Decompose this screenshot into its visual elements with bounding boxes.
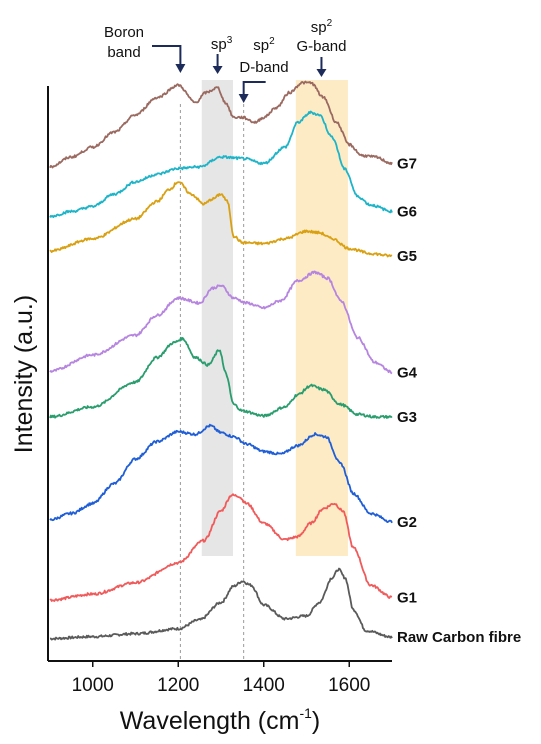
x-axis-title: Wavelength (cm-1) <box>120 705 320 735</box>
annotation-sp2-d-label: D-band <box>239 59 288 76</box>
x-ticks: 1000 1200 1400 1600 <box>72 661 370 696</box>
annotation-sp2-g-sp: sp2 <box>311 18 333 36</box>
series-labels: Raw Carbon fibre G1 G2 G3 G4 G5 G6 G7 <box>397 155 521 646</box>
series-line-raw <box>49 567 393 641</box>
x-tick-label-1200: 1200 <box>157 675 199 696</box>
shaded-region-1 <box>201 80 233 556</box>
series-label-g6: G6 <box>397 203 417 220</box>
series-label-g2: G2 <box>397 514 417 531</box>
series-label-g3: G3 <box>397 409 417 426</box>
series-label-g7: G7 <box>397 155 417 172</box>
series-line-g2 <box>49 423 393 524</box>
annotation-boron-line1: Boron <box>104 24 144 41</box>
series-lines <box>49 80 393 641</box>
x-axis-title-end: ) <box>312 707 320 735</box>
annotation-sp3-arrow-head <box>212 66 223 74</box>
annotation-sp3: sp3 <box>211 35 233 53</box>
x-axis-title-main: Wavelength (cm <box>120 707 300 735</box>
shaded-regions <box>201 80 348 556</box>
annotation-boron-line2: band <box>107 44 140 61</box>
reference-lines <box>179 104 245 661</box>
series-label-g1: G1 <box>397 590 417 607</box>
series-line-g7 <box>49 80 393 169</box>
annotation-sp2-d-sp: sp2 <box>253 36 275 54</box>
series-line-g6 <box>49 110 393 218</box>
annotation-d-band-arrow-shaft <box>242 81 266 96</box>
series-label-raw: Raw Carbon fibre <box>397 629 521 646</box>
y-axis-title: Intensity (a.u.) <box>10 295 38 453</box>
annotation-boron-arrow-shaft <box>152 45 182 66</box>
series-label-g5: G5 <box>397 248 417 265</box>
series-line-g4 <box>49 270 393 375</box>
series-line-g3 <box>49 336 393 419</box>
annotation-sp2-g-label: G-band <box>296 38 346 55</box>
x-axis-title-sup: -1 <box>299 705 312 721</box>
series-line-g1 <box>49 493 393 602</box>
axes <box>47 86 392 662</box>
x-tick-label-1400: 1400 <box>243 675 285 696</box>
x-tick-label-1000: 1000 <box>72 675 114 696</box>
annotation-boron-arrow-head <box>175 64 186 73</box>
shaded-region-2 <box>295 80 348 556</box>
series-line-g5 <box>49 181 393 258</box>
annotation-d-band-arrow-head <box>238 94 249 103</box>
annotation-g-band-arrow-head <box>316 69 327 77</box>
series-label-g4: G4 <box>397 364 418 381</box>
annotations: Boron band sp3 sp2 D-band sp2 G-band <box>104 18 346 103</box>
x-tick-label-1600: 1600 <box>328 675 370 696</box>
